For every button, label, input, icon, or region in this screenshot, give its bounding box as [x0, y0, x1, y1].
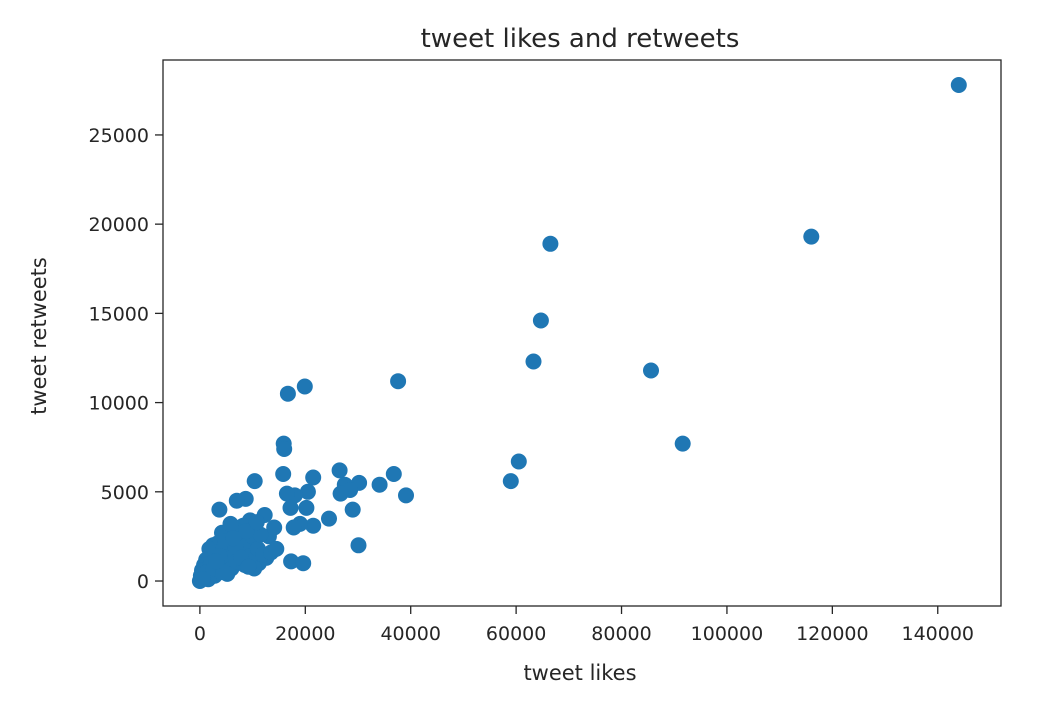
data-point [332, 485, 349, 502]
x-tick-label: 20000 [275, 623, 335, 645]
data-point [208, 553, 225, 570]
x-tick-label: 80000 [591, 623, 651, 645]
data-point [296, 378, 313, 395]
data-point [295, 555, 312, 572]
data-point [542, 235, 559, 252]
data-point [390, 373, 407, 390]
data-point [525, 353, 542, 370]
data-point [385, 466, 402, 482]
y-axis-label: tweet retweets [27, 257, 51, 415]
data-point [278, 485, 295, 502]
data-point [194, 571, 211, 588]
data-point [344, 501, 361, 518]
data-point [222, 515, 239, 532]
data-point [279, 385, 296, 402]
x-tick-label: 120000 [796, 623, 869, 645]
data-point [331, 462, 348, 479]
x-axis: 0 20000 40000 60000 80000 100000 120000 140000 [194, 606, 974, 645]
data-point [532, 312, 549, 329]
data-point [275, 466, 292, 482]
y-tick-label: 15000 [89, 303, 149, 325]
data-point [283, 553, 300, 570]
data-point [211, 501, 228, 518]
chart-title: tweet likes and retweets [421, 24, 740, 54]
y-tick-label: 0 [137, 571, 149, 593]
data-point [398, 487, 414, 504]
data-point [225, 530, 242, 547]
data-point [268, 540, 285, 557]
data-point [238, 523, 255, 540]
data-point [266, 519, 283, 536]
data-point [285, 519, 302, 536]
x-tick-label: 140000 [901, 623, 974, 645]
data-point [502, 473, 519, 490]
y-tick-label: 10000 [89, 393, 149, 415]
data-point [276, 441, 293, 457]
y-tick-label: 20000 [89, 214, 149, 236]
data-point [228, 492, 245, 509]
x-axis-label: tweet likes [523, 661, 636, 685]
data-point [240, 558, 257, 575]
data-point [321, 510, 337, 527]
x-tick-label: 40000 [380, 623, 440, 645]
data-point [674, 435, 691, 452]
x-tick-label: 60000 [486, 623, 546, 645]
y-tick-label: 5000 [101, 482, 149, 504]
data-point [282, 499, 299, 516]
points-layer [191, 77, 967, 589]
data-point [950, 77, 967, 93]
data-point [305, 469, 322, 486]
data-point [248, 514, 265, 531]
data-point [350, 537, 367, 554]
data-point [510, 453, 527, 470]
data-point [252, 526, 269, 543]
data-point [803, 228, 820, 245]
data-point [299, 483, 316, 500]
data-point [643, 362, 659, 379]
data-point [305, 517, 322, 534]
plot-frame [162, 59, 1002, 607]
data-point [371, 476, 388, 493]
data-point [298, 499, 315, 516]
x-tick-label: 100000 [691, 623, 764, 645]
y-tick-label: 25000 [89, 125, 149, 147]
data-point [246, 473, 263, 490]
y-axis: 0 5000 10000 15000 20000 25000 [89, 125, 163, 593]
x-tick-label: 0 [194, 623, 206, 645]
